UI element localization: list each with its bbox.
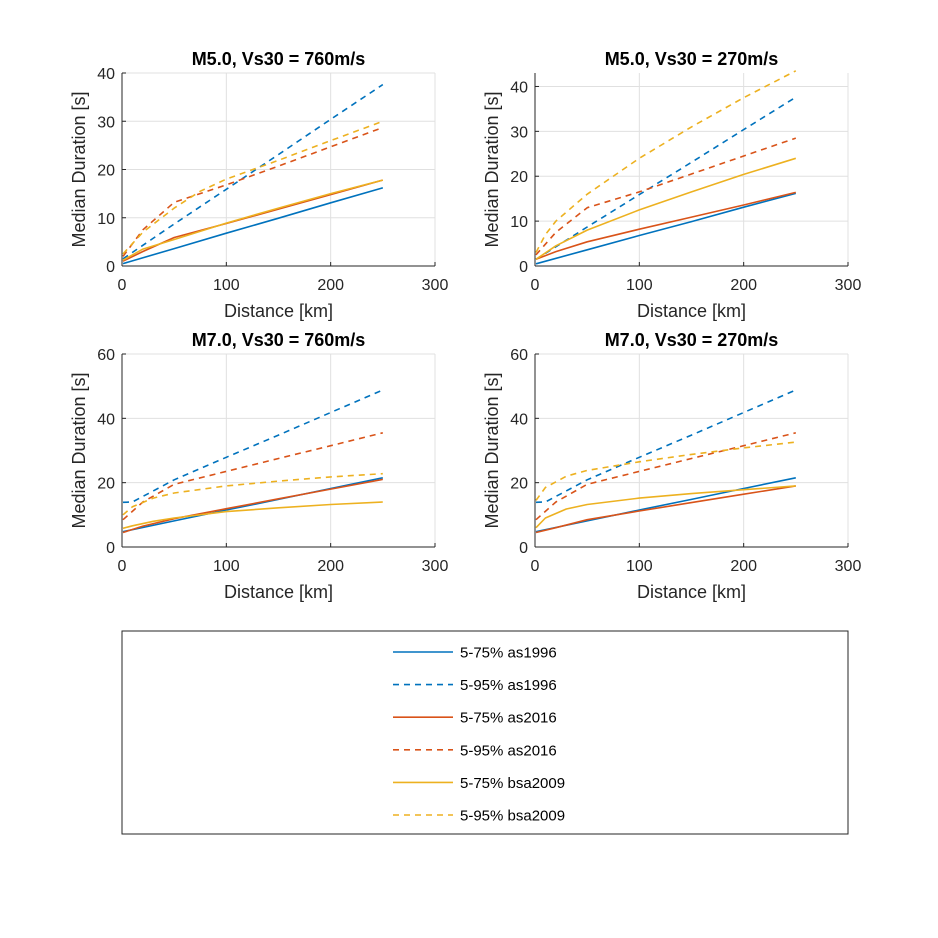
x-tick-label: 100 xyxy=(626,558,653,575)
y-tick-label: 40 xyxy=(510,79,528,96)
x-tick-label: 200 xyxy=(730,558,757,575)
y-tick-label: 40 xyxy=(97,66,115,83)
legend-label: 5-75% as1996 xyxy=(460,645,557,662)
legend-label: 5-75% bsa2009 xyxy=(460,775,565,792)
legend-entry-s75_as1996: 5-75% as1996 xyxy=(393,645,557,662)
series-line-s75_bsa2009 xyxy=(535,157,797,260)
series-line-s95_as2016 xyxy=(122,126,384,257)
y-tick-label: 10 xyxy=(97,211,115,228)
legend-entry-s95_as1996: 5-95% as1996 xyxy=(393,677,557,694)
subplot-3: 0 100 200 300 0 20 40 60 M7.0, Vs30 = 760m/s Dist… xyxy=(69,330,448,602)
plot-area xyxy=(535,354,848,547)
x-tick-label: 300 xyxy=(835,277,862,294)
y-axis-label: Median Duration [s] xyxy=(482,91,502,247)
series-line-s95_as1996 xyxy=(535,389,797,504)
x-axis-label: Distance [km] xyxy=(637,301,746,321)
legend-entry-s75_as2016: 5-75% as2016 xyxy=(393,710,557,727)
x-tick-label: 100 xyxy=(213,558,240,575)
series-line-s95_bsa2009 xyxy=(535,441,796,501)
series-line-s95_bsa2009 xyxy=(122,120,384,255)
y-axis-label: Median Duration [s] xyxy=(482,372,502,528)
x-axis-label: Distance [km] xyxy=(224,582,333,602)
series-line-s75_bsa2009 xyxy=(535,485,796,529)
subplot-2: 0 100 200 300 0 10 20 30 40 M5.0, Vs30 = 270m/s Di… xyxy=(482,49,861,321)
series-line-s75_as2016 xyxy=(535,191,796,261)
plot-area xyxy=(535,73,848,266)
subplot-title: M7.0, Vs30 = 270m/s xyxy=(605,330,779,350)
series-line-s75_as1996 xyxy=(122,187,384,265)
legend-entry-s95_bsa2009: 5-95% bsa2009 xyxy=(393,808,565,825)
y-tick-label: 20 xyxy=(97,163,115,180)
x-tick-label: 0 xyxy=(118,277,127,294)
x-axis-label: Distance [km] xyxy=(637,582,746,602)
legend-entry-s75_bsa2009: 5-75% bsa2009 xyxy=(393,775,565,792)
y-tick-label: 60 xyxy=(510,347,528,364)
subplot-title: M5.0, Vs30 = 760m/s xyxy=(192,49,366,69)
y-tick-label: 0 xyxy=(519,540,528,557)
y-tick-label: 20 xyxy=(97,476,115,493)
series-line-s95_as1996 xyxy=(535,96,797,260)
y-axis-label: Median Duration [s] xyxy=(69,91,89,247)
y-tick-label: 10 xyxy=(510,214,528,231)
x-tick-label: 0 xyxy=(118,558,127,575)
x-tick-label: 200 xyxy=(730,277,757,294)
legend-label: 5-95% as2016 xyxy=(460,742,557,759)
y-tick-label: 0 xyxy=(519,259,528,276)
series-line-s95_as1996 xyxy=(122,389,384,504)
legend-label: 5-75% as2016 xyxy=(460,710,557,727)
legend-items: 5-75% as1996 5-95% as1996 5-75% as2016 5-95… xyxy=(393,645,565,825)
subplot-1: 0 100 200 300 0 10 20 30 40 M5.0, Vs30 = 760m/s Di… xyxy=(69,49,448,321)
y-axis-label: Median Duration [s] xyxy=(69,372,89,528)
series-line-s75_bsa2009 xyxy=(122,179,384,261)
subplot-4: 0 100 200 300 0 20 40 60 M7.0, Vs30 = 270m/s Dist… xyxy=(482,330,861,602)
x-tick-label: 200 xyxy=(317,558,344,575)
y-tick-label: 40 xyxy=(510,411,528,428)
y-tick-label: 20 xyxy=(510,169,528,186)
legend: 5-75% as1996 5-95% as1996 5-75% as2016 5-95… xyxy=(121,630,849,835)
legend-box xyxy=(121,630,849,835)
y-tick-label: 20 xyxy=(510,476,528,493)
x-axis-label: Distance [km] xyxy=(224,301,333,321)
x-tick-label: 0 xyxy=(531,558,540,575)
legend-label: 5-95% bsa2009 xyxy=(460,808,565,825)
y-tick-label: 30 xyxy=(510,124,528,141)
series-line-s95_bsa2009 xyxy=(535,70,797,253)
y-tick-label: 0 xyxy=(106,540,115,557)
y-tick-label: 60 xyxy=(97,347,115,364)
subplot-title: M7.0, Vs30 = 760m/s xyxy=(192,330,366,350)
series-line-s95_as2016 xyxy=(535,137,797,256)
y-tick-label: 0 xyxy=(106,259,115,276)
series-line-s75_bsa2009 xyxy=(122,501,383,530)
series-line-s75_as2016 xyxy=(535,485,796,534)
y-tick-label: 30 xyxy=(97,114,115,131)
series-line-s95_bsa2009 xyxy=(122,472,383,516)
legend-label: 5-95% as1996 xyxy=(460,677,557,694)
x-tick-label: 200 xyxy=(317,277,344,294)
x-tick-label: 300 xyxy=(422,558,449,575)
x-tick-label: 0 xyxy=(531,277,540,294)
x-tick-label: 100 xyxy=(626,277,653,294)
plot-area xyxy=(122,354,435,547)
series-line-s75_as1996 xyxy=(535,192,797,265)
series-line-s95_as1996 xyxy=(122,83,384,260)
subplot-title: M5.0, Vs30 = 270m/s xyxy=(605,49,779,69)
x-tick-label: 300 xyxy=(835,558,862,575)
x-tick-label: 300 xyxy=(422,277,449,294)
legend-entry-s95_as2016: 5-95% as2016 xyxy=(393,742,557,759)
x-tick-label: 100 xyxy=(213,277,240,294)
y-tick-label: 40 xyxy=(97,411,115,428)
series-line-s75_as2016 xyxy=(122,478,383,534)
series-line-s95_as2016 xyxy=(535,432,796,521)
